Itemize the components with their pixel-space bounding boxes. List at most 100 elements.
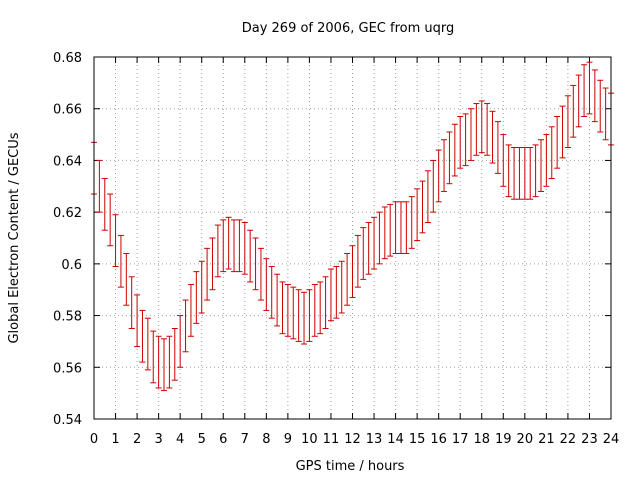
error-bar — [209, 237, 216, 291]
error-bar — [284, 284, 291, 337]
error-bar — [451, 123, 458, 177]
y-tick-label: 0.58 — [53, 310, 82, 325]
error-bar — [220, 219, 227, 273]
error-bar — [500, 134, 507, 187]
error-bar — [586, 61, 593, 115]
error-bar — [155, 335, 162, 389]
error-bar — [564, 95, 571, 148]
error-bar — [117, 234, 124, 288]
error-bar — [516, 147, 523, 200]
x-tick-label: 24 — [603, 432, 620, 447]
x-tick-label: 23 — [581, 432, 598, 447]
chart-title: Day 269 of 2006, GEC from uqrg — [242, 21, 455, 36]
error-bar — [532, 144, 539, 198]
error-bar — [198, 260, 205, 314]
error-bar — [322, 276, 329, 329]
error-bar — [150, 330, 157, 384]
error-bar — [505, 144, 512, 198]
error-bar — [311, 284, 318, 337]
error-bar — [177, 315, 184, 368]
error-bar — [457, 115, 464, 169]
x-tick-label: 14 — [387, 432, 404, 447]
error-bar — [489, 110, 496, 164]
x-tick-label: 18 — [473, 432, 490, 447]
y-tick-label: 0.66 — [53, 103, 82, 118]
error-bar — [231, 219, 238, 273]
error-bar — [171, 328, 178, 381]
error-bar — [430, 159, 437, 213]
error-bar — [139, 309, 146, 363]
x-tick-label: 1 — [111, 432, 119, 447]
x-axis-label: GPS time / hours — [296, 459, 405, 474]
error-bar — [478, 100, 485, 154]
x-tick-label: 6 — [219, 432, 227, 447]
error-bar — [511, 147, 518, 200]
error-bar — [403, 201, 410, 255]
error-bar — [193, 271, 200, 324]
error-bar — [554, 115, 561, 169]
error-bar — [467, 108, 474, 161]
error-bar — [268, 265, 275, 319]
x-tick-label: 16 — [430, 432, 447, 447]
x-tick-label: 11 — [323, 432, 340, 447]
error-bar — [521, 147, 528, 200]
error-bar — [134, 294, 141, 348]
error-bar — [371, 216, 378, 270]
error-bar — [397, 201, 404, 255]
error-bar — [462, 113, 469, 167]
error-bar — [327, 268, 334, 322]
error-bar — [414, 188, 421, 242]
error-bar — [274, 273, 281, 327]
error-bar — [559, 105, 566, 159]
error-bar — [527, 147, 534, 200]
error-bar — [543, 134, 550, 187]
error-bar — [101, 178, 108, 231]
error-bar-series — [91, 61, 614, 392]
y-tick-label: 0.68 — [53, 51, 82, 66]
error-bar — [591, 69, 598, 123]
error-bar — [161, 338, 168, 392]
error-bar — [112, 214, 119, 267]
x-tick-label: 8 — [262, 432, 270, 447]
error-bar — [602, 87, 609, 141]
error-bar — [360, 227, 367, 280]
error-bar — [597, 79, 604, 133]
y-axis-label: Global Electron Content / GECUs — [7, 132, 22, 343]
error-bar — [295, 289, 302, 342]
error-bar — [306, 289, 313, 342]
error-bar — [317, 281, 324, 335]
error-bar — [365, 221, 372, 275]
error-bar — [107, 193, 114, 247]
y-tick-label: 0.62 — [53, 206, 82, 221]
x-tick-label: 19 — [495, 432, 512, 447]
x-tick-label: 12 — [344, 432, 361, 447]
grid-lines — [94, 57, 611, 419]
error-bar — [435, 149, 442, 203]
x-tick-label: 10 — [301, 432, 318, 447]
error-bar — [537, 139, 544, 192]
error-bar — [392, 201, 399, 255]
error-bar — [123, 253, 130, 306]
x-tick-label: 22 — [560, 432, 577, 447]
x-tick-label: 0 — [90, 432, 98, 447]
x-tick-label: 7 — [241, 432, 249, 447]
error-bar — [376, 211, 383, 265]
error-bar — [279, 281, 286, 335]
error-bar — [338, 260, 345, 314]
error-bar — [96, 159, 103, 213]
error-bar — [381, 206, 388, 260]
error-bar — [494, 121, 501, 174]
y-tick-label: 0.54 — [53, 413, 82, 428]
x-tick-label: 20 — [517, 432, 534, 447]
error-bar — [290, 286, 297, 340]
x-tick-label: 15 — [409, 432, 426, 447]
y-tick-label: 0.6 — [61, 258, 82, 273]
error-bar — [182, 299, 189, 353]
error-bar — [187, 284, 194, 337]
x-tick-label: 5 — [198, 432, 206, 447]
x-tick-label: 4 — [176, 432, 184, 447]
error-bar — [333, 265, 340, 319]
error-bar — [214, 224, 221, 278]
error-bar — [263, 258, 270, 311]
error-bar — [570, 84, 577, 138]
